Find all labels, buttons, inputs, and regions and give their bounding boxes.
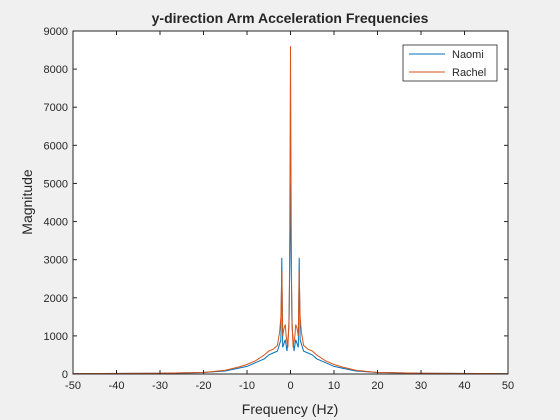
y-tick-label: 3000: [44, 255, 68, 267]
y-tick-label: 4000: [44, 217, 68, 229]
y-tick-label: 1000: [44, 331, 68, 343]
y-tick-label: 8000: [44, 64, 68, 76]
x-tick-label: -10: [239, 380, 255, 392]
y-axis-label: Magnitude: [19, 169, 35, 235]
series-line-rachel: [72, 46, 509, 375]
x-tick-label: -30: [152, 380, 168, 392]
y-tick-label: 2000: [44, 293, 68, 305]
axis-ticks: -50 -40 -30 -20 -10 0 10 20 30 40 50 0 1000 2000 3000 4…: [44, 26, 515, 392]
x-tick-label: 40: [458, 380, 470, 392]
chart-title: y-direction Arm Acceleration Frequencies: [152, 10, 429, 26]
x-tick-label: -50: [65, 380, 81, 392]
x-axis-label: Frequency (Hz): [242, 401, 338, 417]
legend-label-rachel: Rachel: [452, 67, 486, 79]
y-tick-label: 5000: [44, 178, 68, 190]
x-tick-label: -20: [196, 380, 212, 392]
plot-area: [72, 46, 509, 375]
y-tick-label: 7000: [44, 102, 68, 114]
y-tick-label: 6000: [44, 140, 68, 152]
x-tick-label: -40: [109, 380, 125, 392]
series-line-naomi: [72, 183, 509, 375]
x-tick-label: 30: [415, 380, 427, 392]
y-tick-label: 9000: [44, 26, 68, 38]
legend[interactable]: Naomi Rachel: [402, 44, 498, 82]
x-tick-label: 50: [502, 380, 514, 392]
legend-label-naomi: Naomi: [452, 49, 484, 61]
x-tick-label: 20: [371, 380, 383, 392]
y-tick-label: 0: [62, 369, 68, 381]
legend-box: [402, 44, 498, 82]
x-tick-label: 10: [328, 380, 340, 392]
x-tick-label: 0: [287, 380, 293, 392]
